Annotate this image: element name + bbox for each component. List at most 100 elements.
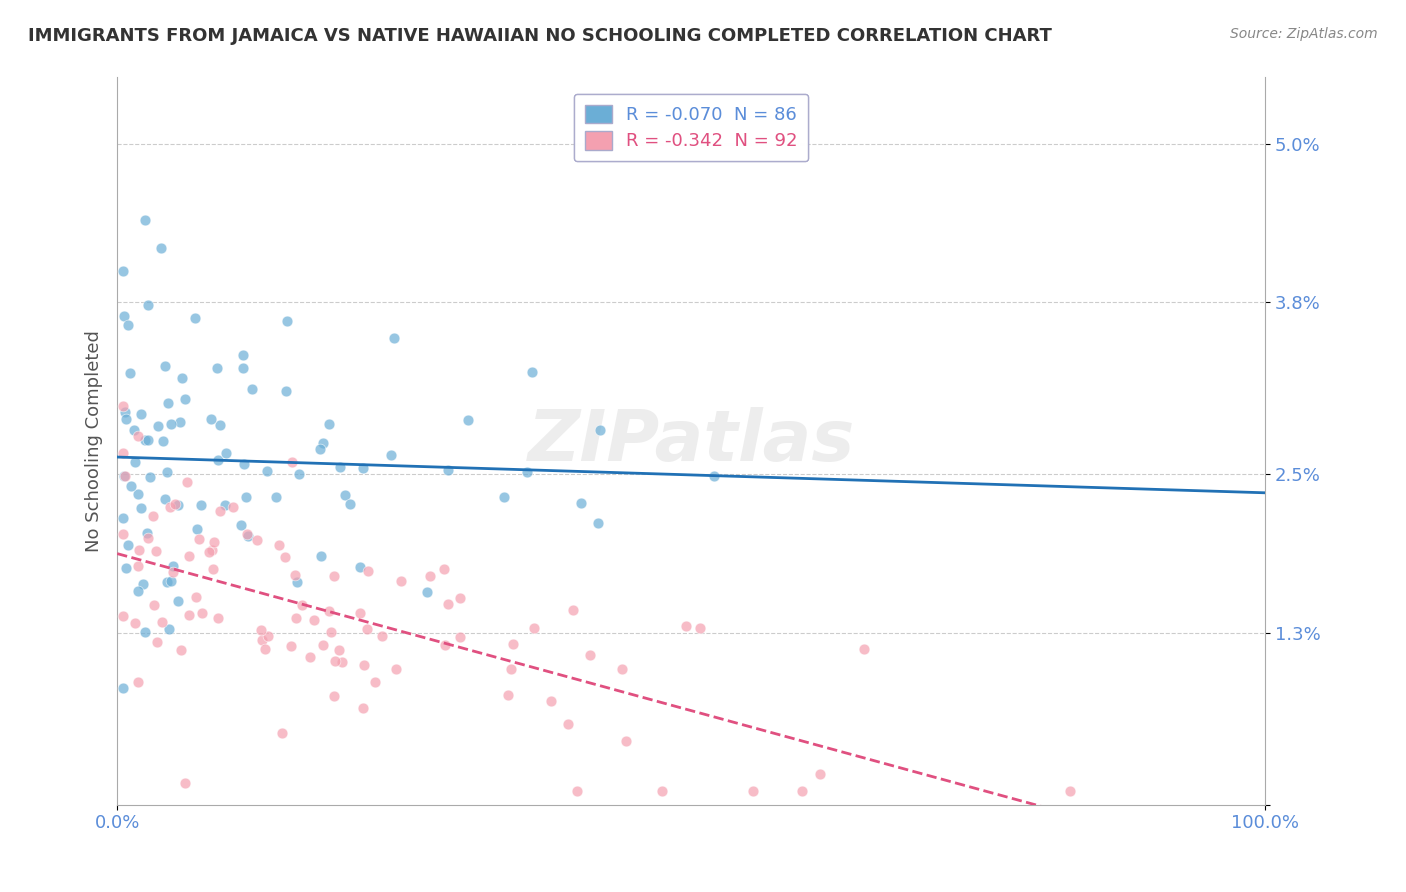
Point <box>675 619 697 633</box>
Point <box>162 565 184 579</box>
Point <box>349 560 371 574</box>
Point <box>236 529 259 543</box>
Point <box>257 629 280 643</box>
Point <box>124 616 146 631</box>
Text: Source: ZipAtlas.com: Source: ZipAtlas.com <box>1230 27 1378 41</box>
Point <box>132 576 155 591</box>
Point <box>1059 784 1081 798</box>
Point <box>291 598 314 612</box>
Point <box>112 469 135 483</box>
Point <box>150 615 173 629</box>
Point <box>176 475 198 490</box>
Point <box>160 574 183 589</box>
Point <box>349 606 371 620</box>
Point <box>380 449 402 463</box>
Point <box>565 784 588 798</box>
Point <box>276 314 298 328</box>
Point <box>240 383 263 397</box>
Point <box>235 491 257 505</box>
Point <box>235 526 257 541</box>
Point <box>111 608 134 623</box>
Point <box>127 487 149 501</box>
Point <box>134 433 156 447</box>
Point <box>437 463 460 477</box>
Point <box>156 575 179 590</box>
Point <box>357 565 380 579</box>
Point <box>142 599 165 613</box>
Point <box>115 411 138 425</box>
Point <box>363 675 385 690</box>
Point <box>117 318 139 333</box>
Point <box>588 516 610 531</box>
Point <box>232 457 254 471</box>
Point <box>571 496 593 510</box>
Point <box>177 608 200 623</box>
Point <box>323 654 346 668</box>
Point <box>146 634 169 648</box>
Point <box>170 643 193 657</box>
Point <box>167 594 190 608</box>
Point <box>323 569 346 583</box>
Point <box>309 549 332 563</box>
Point <box>579 648 602 662</box>
Point <box>557 716 579 731</box>
Point <box>371 629 394 643</box>
Point <box>120 478 142 492</box>
Point <box>163 497 186 511</box>
Point <box>156 465 179 479</box>
Point <box>329 459 352 474</box>
Point <box>321 625 343 640</box>
Point <box>200 412 222 426</box>
Text: ZIPatlas: ZIPatlas <box>527 407 855 475</box>
Point <box>703 469 725 483</box>
Point <box>274 549 297 564</box>
Point <box>742 784 765 798</box>
Point <box>221 500 243 514</box>
Point <box>136 433 159 447</box>
Point <box>267 538 290 552</box>
Point <box>589 423 612 437</box>
Point <box>174 775 197 789</box>
Y-axis label: No Schooling Completed: No Schooling Completed <box>86 330 103 552</box>
Point <box>127 559 149 574</box>
Point <box>122 423 145 437</box>
Point <box>516 466 538 480</box>
Point <box>111 526 134 541</box>
Point <box>229 518 252 533</box>
Point <box>284 567 307 582</box>
Point <box>201 561 224 575</box>
Point <box>353 658 375 673</box>
Point <box>540 694 562 708</box>
Point <box>614 733 637 747</box>
Point <box>352 701 374 715</box>
Point <box>298 650 321 665</box>
Point <box>204 534 226 549</box>
Point <box>304 613 326 627</box>
Point <box>145 544 167 558</box>
Point <box>808 767 831 781</box>
Point <box>127 675 149 690</box>
Point <box>232 360 254 375</box>
Point <box>157 396 180 410</box>
Point <box>127 584 149 599</box>
Point <box>134 625 156 640</box>
Point <box>215 446 238 460</box>
Point <box>352 461 374 475</box>
Point <box>256 464 278 478</box>
Point <box>284 611 307 625</box>
Point <box>523 621 546 635</box>
Point <box>492 490 515 504</box>
Point <box>153 491 176 506</box>
Point <box>111 264 134 278</box>
Point <box>385 662 408 676</box>
Point <box>162 559 184 574</box>
Point <box>250 623 273 637</box>
Point <box>318 417 340 431</box>
Point <box>190 498 212 512</box>
Point <box>111 445 134 459</box>
Point <box>142 508 165 523</box>
Point <box>174 392 197 406</box>
Point <box>114 469 136 483</box>
Point <box>612 662 634 676</box>
Point <box>254 642 277 657</box>
